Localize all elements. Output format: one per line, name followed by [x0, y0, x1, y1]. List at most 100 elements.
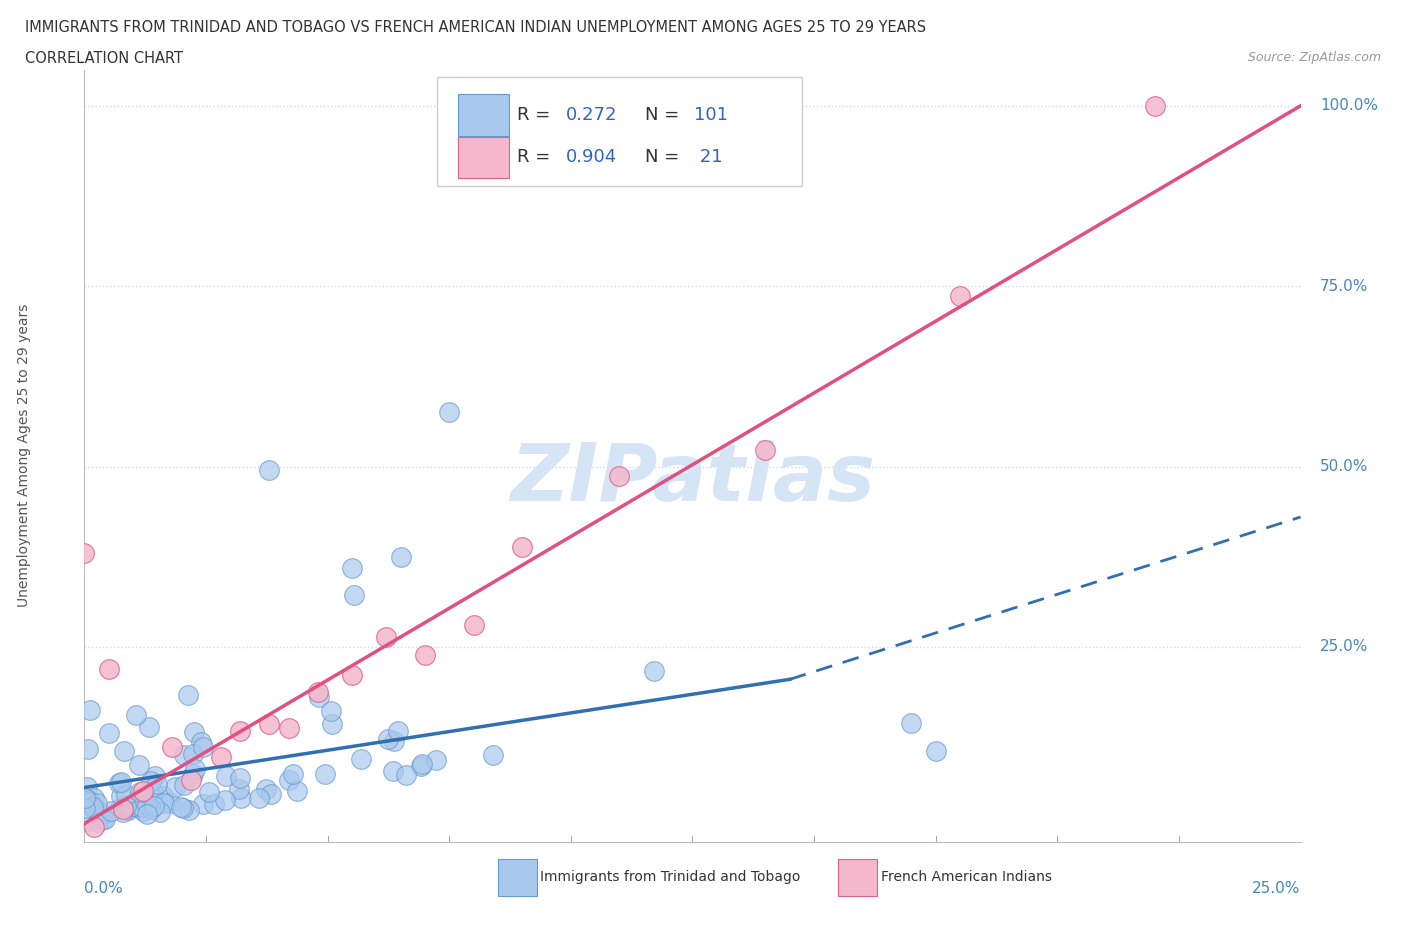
Point: [343, 588, 366, 603]
Point: [131, 804, 153, 818]
Point: [413, 648, 436, 663]
Point: [181, 747, 204, 762]
Point: [179, 803, 201, 817]
Point: [173, 777, 195, 792]
Text: Source: ZipAtlas.com: Source: ZipAtlas.com: [1247, 51, 1381, 64]
Point: [86, 795, 108, 810]
Point: [463, 618, 485, 632]
Point: [86, 815, 108, 830]
Point: [129, 801, 152, 816]
Point: [173, 748, 195, 763]
Point: [409, 759, 432, 774]
Text: 25.0%: 25.0%: [1253, 882, 1301, 897]
Point: [340, 560, 363, 575]
Point: [228, 781, 250, 796]
Point: [89, 810, 111, 825]
Text: 0.272: 0.272: [567, 106, 617, 124]
Point: [190, 735, 212, 750]
Point: [281, 766, 304, 781]
Point: [214, 792, 236, 807]
Point: [77, 814, 100, 829]
Point: [377, 732, 399, 747]
Point: [76, 792, 98, 807]
Text: 0.0%: 0.0%: [84, 882, 124, 897]
Text: N =: N =: [645, 149, 679, 166]
Point: [229, 724, 252, 739]
FancyBboxPatch shape: [458, 94, 509, 136]
Point: [180, 773, 202, 788]
Point: [79, 794, 101, 809]
Point: [89, 804, 111, 819]
Point: [125, 708, 148, 723]
Text: 0.904: 0.904: [567, 149, 617, 166]
Point: [193, 797, 215, 812]
Point: [260, 787, 283, 802]
Point: [117, 802, 139, 817]
Point: [149, 804, 172, 819]
Text: 75.0%: 75.0%: [1320, 279, 1368, 294]
Point: [382, 764, 405, 778]
Point: [257, 463, 280, 478]
Point: [925, 744, 948, 759]
Point: [82, 800, 104, 815]
Point: [112, 802, 135, 817]
Text: 21: 21: [693, 149, 723, 166]
Point: [439, 405, 461, 419]
Text: Immigrants from Trinidad and Tobago: Immigrants from Trinidad and Tobago: [540, 870, 801, 884]
Point: [382, 734, 405, 749]
Point: [191, 739, 214, 754]
Point: [94, 812, 117, 827]
Point: [160, 739, 183, 754]
Point: [277, 720, 299, 735]
Point: [609, 469, 631, 484]
Point: [198, 785, 221, 800]
FancyBboxPatch shape: [458, 137, 509, 179]
Point: [510, 539, 533, 554]
Point: [257, 716, 280, 731]
Point: [143, 798, 166, 813]
Point: [129, 784, 152, 799]
Point: [247, 791, 270, 806]
Point: [98, 725, 121, 740]
Point: [73, 800, 96, 815]
Point: [136, 797, 159, 812]
Point: [79, 702, 101, 717]
Text: R =: R =: [517, 106, 551, 124]
Point: [1143, 99, 1166, 113]
Point: [307, 685, 329, 700]
Point: [112, 744, 135, 759]
Text: 50.0%: 50.0%: [1320, 459, 1368, 474]
Text: IMMIGRANTS FROM TRINIDAD AND TOBAGO VS FRENCH AMERICAN INDIAN UNEMPLOYMENT AMONG: IMMIGRANTS FROM TRINIDAD AND TOBAGO VS F…: [25, 20, 927, 35]
Text: French American Indians: French American Indians: [882, 870, 1052, 884]
Point: [139, 802, 162, 817]
Point: [229, 790, 252, 805]
Text: 101: 101: [693, 106, 728, 124]
Point: [77, 792, 100, 807]
Point: [115, 799, 138, 814]
Point: [76, 742, 98, 757]
Point: [97, 661, 120, 676]
Point: [900, 715, 922, 730]
Point: [183, 762, 205, 777]
Point: [124, 798, 146, 813]
Point: [278, 772, 301, 787]
Point: [321, 716, 343, 731]
Point: [83, 790, 105, 805]
Point: [209, 750, 232, 764]
Point: [395, 767, 418, 782]
Point: [108, 775, 131, 790]
Point: [132, 792, 155, 807]
Point: [111, 804, 134, 819]
Point: [128, 757, 150, 772]
Point: [340, 668, 363, 683]
Text: CORRELATION CHART: CORRELATION CHART: [25, 51, 183, 66]
Point: [136, 806, 159, 821]
Text: ZIPatlas: ZIPatlas: [510, 440, 875, 518]
FancyBboxPatch shape: [437, 77, 801, 186]
Point: [181, 766, 204, 781]
Point: [159, 795, 181, 810]
FancyBboxPatch shape: [838, 858, 877, 896]
Point: [165, 780, 187, 795]
Point: [142, 785, 165, 800]
Point: [76, 779, 98, 794]
